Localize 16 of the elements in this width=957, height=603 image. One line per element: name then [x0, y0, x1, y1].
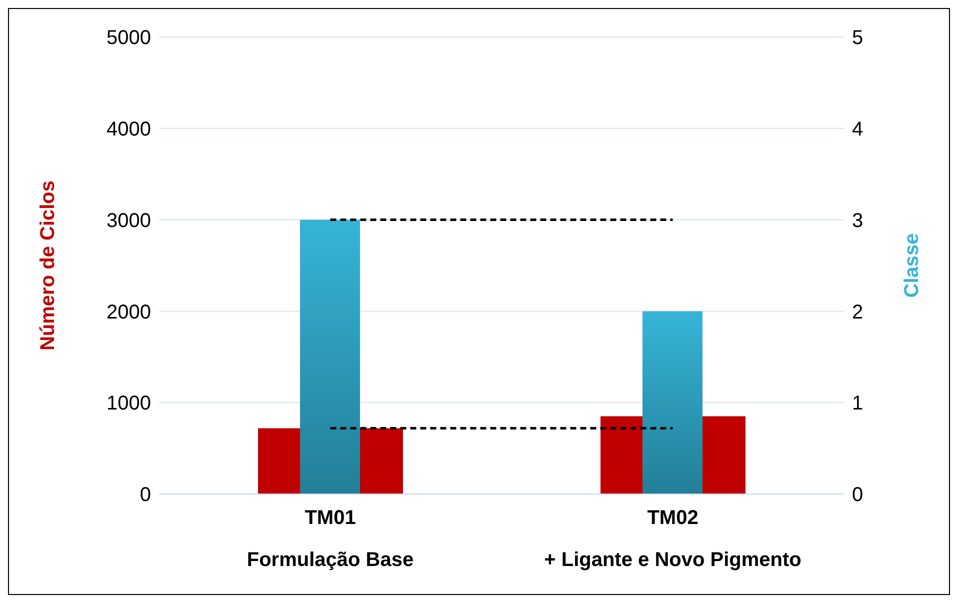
y2-axis-title: Classe — [901, 233, 924, 298]
y-tick-label: 1000 — [106, 392, 151, 415]
y2-tick-label: 2 — [852, 301, 864, 324]
y-tick-label: 2000 — [106, 301, 151, 324]
y2-tick-label: 4 — [852, 118, 864, 140]
y2-tick-label: 3 — [852, 210, 864, 232]
y-tick-label: 0 — [140, 484, 151, 506]
x-tick-label: TM01 Formulação Base — [246, 507, 414, 571]
y-tick-label: 5000 — [106, 27, 151, 50]
y2-tick-label: 5 — [852, 27, 864, 50]
y2-tick-label: 1 — [852, 392, 864, 415]
y-tick-label: 4000 — [106, 118, 151, 140]
x-tick-label: TM02 + Ligante e Novo Pigmento — [544, 507, 802, 571]
y2-tick-label: 0 — [852, 484, 864, 506]
y-axis-title: Número de Ciclos — [37, 180, 60, 351]
y-tick-label: 3000 — [106, 210, 151, 232]
